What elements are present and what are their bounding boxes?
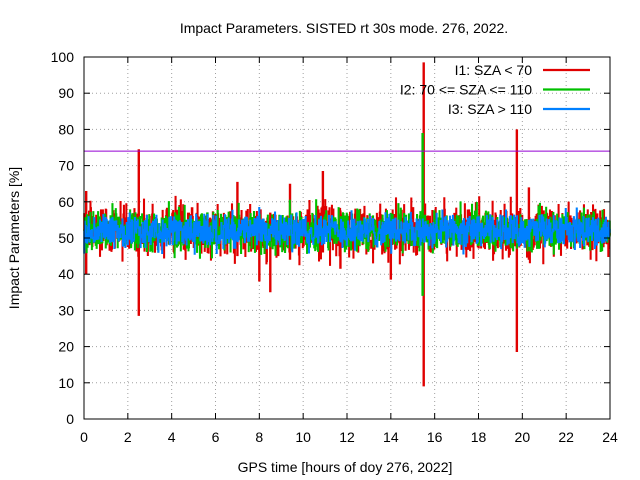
legend-label: I1: SZA < 70 (455, 62, 533, 78)
y-tick-label: 80 (58, 121, 74, 137)
x-tick-label: 10 (295, 429, 311, 445)
y-tick-label: 90 (58, 85, 74, 101)
y-tick-label: 50 (58, 230, 74, 246)
y-tick-label: 100 (51, 49, 75, 65)
y-tick-label: 60 (58, 194, 74, 210)
legend: I1: SZA < 70 I2: 70 <= SZA <= 110 I3: SZA … (400, 62, 590, 117)
y-tick-label: 0 (66, 411, 74, 427)
y-tick-label: 40 (58, 266, 74, 282)
legend-label: I3: SZA > 110 (448, 101, 532, 117)
legend-label: I2: 70 <= SZA <= 110 (400, 82, 532, 98)
x-tick-label: 6 (212, 429, 220, 445)
x-tick-label: 22 (558, 429, 574, 445)
y-tick-label: 20 (58, 339, 74, 355)
y-tick-label: 30 (58, 302, 74, 318)
axis-ticks: 0 2 4 6 8 10 12 14 16 18 20 22 240102030405060708090… (51, 49, 618, 445)
x-tick-label: 18 (471, 429, 487, 445)
x-tick-label: 0 (80, 429, 88, 445)
x-tick-label: 20 (515, 429, 531, 445)
series-line (83, 206, 611, 255)
series-3 (83, 206, 611, 255)
chart-title: Impact Parameters. SISTED rt 30s mode. 2… (180, 20, 508, 36)
x-tick-label: 4 (168, 429, 176, 445)
y-axis-label: Impact Parameters [%] (6, 167, 22, 309)
x-tick-label: 14 (383, 429, 399, 445)
y-tick-label: 70 (58, 158, 74, 174)
x-axis-label: GPS time [hours of doy 276, 2022] (238, 459, 453, 475)
x-tick-label: 2 (124, 429, 132, 445)
y-tick-label: 10 (58, 375, 74, 391)
data-series (83, 62, 611, 387)
x-tick-label: 8 (255, 429, 263, 445)
x-tick-label: 24 (602, 429, 618, 445)
x-tick-label: 16 (427, 429, 443, 445)
x-tick-label: 12 (339, 429, 355, 445)
